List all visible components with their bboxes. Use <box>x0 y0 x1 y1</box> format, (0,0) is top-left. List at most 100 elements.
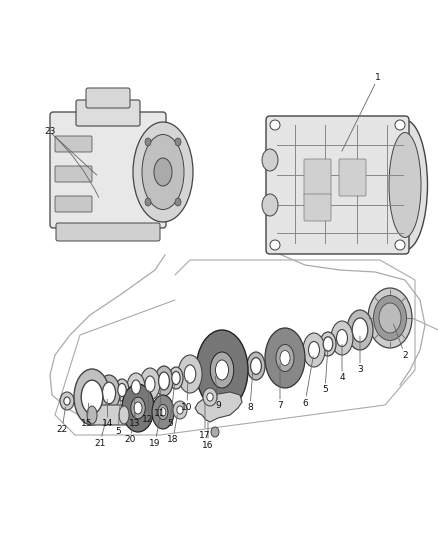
Ellipse shape <box>389 133 421 238</box>
Ellipse shape <box>159 372 170 390</box>
Ellipse shape <box>203 388 217 406</box>
Ellipse shape <box>262 194 278 216</box>
Ellipse shape <box>175 138 181 146</box>
Text: 23: 23 <box>44 127 56 136</box>
Ellipse shape <box>215 360 229 380</box>
Text: 6: 6 <box>302 399 308 408</box>
Text: 11: 11 <box>154 408 166 417</box>
Ellipse shape <box>127 373 145 401</box>
Ellipse shape <box>115 379 129 401</box>
Text: 22: 22 <box>57 425 67 434</box>
Ellipse shape <box>160 408 166 416</box>
FancyBboxPatch shape <box>304 194 331 221</box>
Ellipse shape <box>140 368 160 400</box>
Ellipse shape <box>280 351 290 366</box>
FancyBboxPatch shape <box>55 196 92 212</box>
Ellipse shape <box>382 120 427 250</box>
Text: 5: 5 <box>322 385 328 394</box>
Ellipse shape <box>60 392 74 410</box>
Ellipse shape <box>336 329 347 346</box>
FancyBboxPatch shape <box>339 159 366 196</box>
Ellipse shape <box>173 401 187 419</box>
Text: 5: 5 <box>115 427 121 437</box>
Ellipse shape <box>81 380 103 414</box>
Ellipse shape <box>145 198 151 206</box>
Ellipse shape <box>303 333 325 367</box>
Ellipse shape <box>368 288 412 348</box>
Ellipse shape <box>207 393 213 401</box>
Ellipse shape <box>352 318 368 342</box>
Ellipse shape <box>145 376 155 392</box>
Ellipse shape <box>395 240 405 250</box>
Text: 3: 3 <box>357 366 363 375</box>
Ellipse shape <box>347 310 373 350</box>
FancyBboxPatch shape <box>304 159 331 196</box>
FancyBboxPatch shape <box>56 223 160 241</box>
Ellipse shape <box>177 406 183 414</box>
FancyBboxPatch shape <box>55 166 92 182</box>
FancyBboxPatch shape <box>86 88 130 108</box>
Ellipse shape <box>379 303 401 333</box>
Ellipse shape <box>374 295 406 341</box>
Text: 17: 17 <box>199 431 211 440</box>
Text: 12: 12 <box>142 416 154 424</box>
Text: 21: 21 <box>94 439 106 448</box>
Ellipse shape <box>133 122 193 222</box>
Ellipse shape <box>276 344 294 372</box>
FancyBboxPatch shape <box>88 405 128 425</box>
Ellipse shape <box>320 332 336 356</box>
Ellipse shape <box>87 406 97 424</box>
Ellipse shape <box>265 328 305 388</box>
Ellipse shape <box>119 406 129 424</box>
Ellipse shape <box>102 382 116 404</box>
Ellipse shape <box>122 384 154 432</box>
Text: 2: 2 <box>402 351 408 359</box>
Text: 5: 5 <box>167 419 173 429</box>
Ellipse shape <box>145 138 151 146</box>
Text: 1: 1 <box>375 74 381 83</box>
Ellipse shape <box>155 366 173 396</box>
Ellipse shape <box>251 358 261 374</box>
Ellipse shape <box>211 427 219 437</box>
Ellipse shape <box>134 402 142 414</box>
Text: 4: 4 <box>339 374 345 383</box>
FancyBboxPatch shape <box>50 112 166 228</box>
Text: 7: 7 <box>277 401 283 410</box>
Text: 8: 8 <box>247 403 253 413</box>
FancyBboxPatch shape <box>266 116 409 254</box>
Ellipse shape <box>152 395 174 429</box>
Ellipse shape <box>154 158 172 186</box>
FancyBboxPatch shape <box>55 136 92 152</box>
Ellipse shape <box>74 369 110 425</box>
Ellipse shape <box>323 337 333 351</box>
Ellipse shape <box>178 355 202 393</box>
Ellipse shape <box>210 352 234 388</box>
Text: 19: 19 <box>149 439 161 448</box>
Text: 15: 15 <box>81 419 93 429</box>
Text: 14: 14 <box>102 419 114 429</box>
Polygon shape <box>195 392 242 422</box>
Ellipse shape <box>131 397 145 419</box>
Ellipse shape <box>118 383 126 397</box>
Ellipse shape <box>158 405 168 419</box>
Ellipse shape <box>270 240 280 250</box>
Ellipse shape <box>142 134 184 209</box>
Ellipse shape <box>331 321 353 355</box>
Ellipse shape <box>184 365 196 383</box>
Ellipse shape <box>98 375 120 411</box>
Ellipse shape <box>395 120 405 130</box>
Ellipse shape <box>247 352 265 380</box>
Ellipse shape <box>196 330 248 410</box>
Text: 18: 18 <box>167 435 179 445</box>
Ellipse shape <box>64 397 70 405</box>
Ellipse shape <box>131 380 141 394</box>
Text: 10: 10 <box>181 402 193 411</box>
Text: 20: 20 <box>124 435 136 445</box>
FancyBboxPatch shape <box>76 100 140 126</box>
Ellipse shape <box>308 342 319 359</box>
Text: 9: 9 <box>215 401 221 410</box>
Text: 16: 16 <box>202 440 214 449</box>
Ellipse shape <box>175 198 181 206</box>
Ellipse shape <box>270 120 280 130</box>
Ellipse shape <box>172 372 180 385</box>
